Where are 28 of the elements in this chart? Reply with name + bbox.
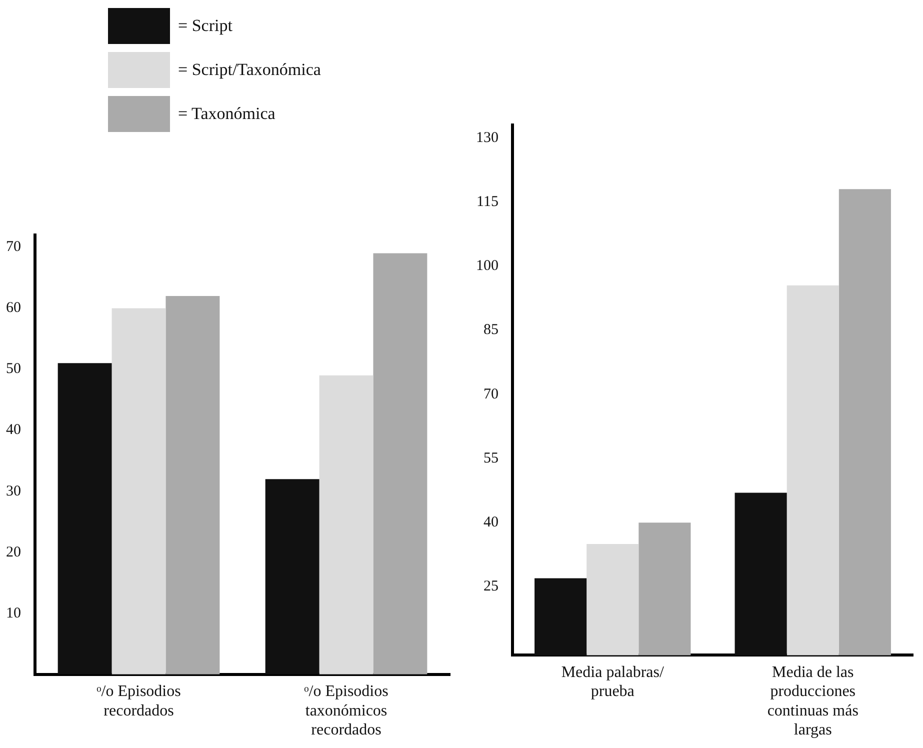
y-tick-label: 40 xyxy=(484,514,498,531)
y-tick-label: 130 xyxy=(476,130,498,146)
bar xyxy=(319,375,374,674)
bar xyxy=(265,479,320,674)
y-tick-label: 55 xyxy=(484,450,498,466)
y-tick-label: 50 xyxy=(6,361,21,378)
x-tick-label: ᵒ/o Episodios recordados xyxy=(96,683,181,720)
legend-label: = Script/Taxonómica xyxy=(178,60,321,80)
y-tick-label: 100 xyxy=(476,258,498,274)
bar xyxy=(58,363,112,674)
y-tick-label: 70 xyxy=(6,239,21,256)
bar xyxy=(373,253,428,674)
y-tick-label: 25 xyxy=(484,578,498,595)
y-tick-label: 115 xyxy=(476,194,498,210)
y-tick-label: 10 xyxy=(6,605,21,622)
bar xyxy=(166,296,220,674)
y-tick-label: 30 xyxy=(6,483,21,500)
legend-label: = Taxonómica xyxy=(178,104,276,124)
y-tick-label: 40 xyxy=(6,422,21,438)
y-tick-label: 60 xyxy=(6,300,21,316)
legend-label: = Script xyxy=(178,16,232,36)
x-tick-label: Media palabras/ prueba xyxy=(561,664,664,700)
y-tick-label: 85 xyxy=(484,322,498,338)
y-tick-label: 70 xyxy=(484,386,498,402)
x-tick-label: ᵒ/o Episodios taxonómicos recordados xyxy=(304,683,388,739)
y-tick-label: 20 xyxy=(6,544,21,560)
bar xyxy=(112,308,166,674)
x-tick-label: Media de las producciones continuas más largas xyxy=(767,664,858,739)
